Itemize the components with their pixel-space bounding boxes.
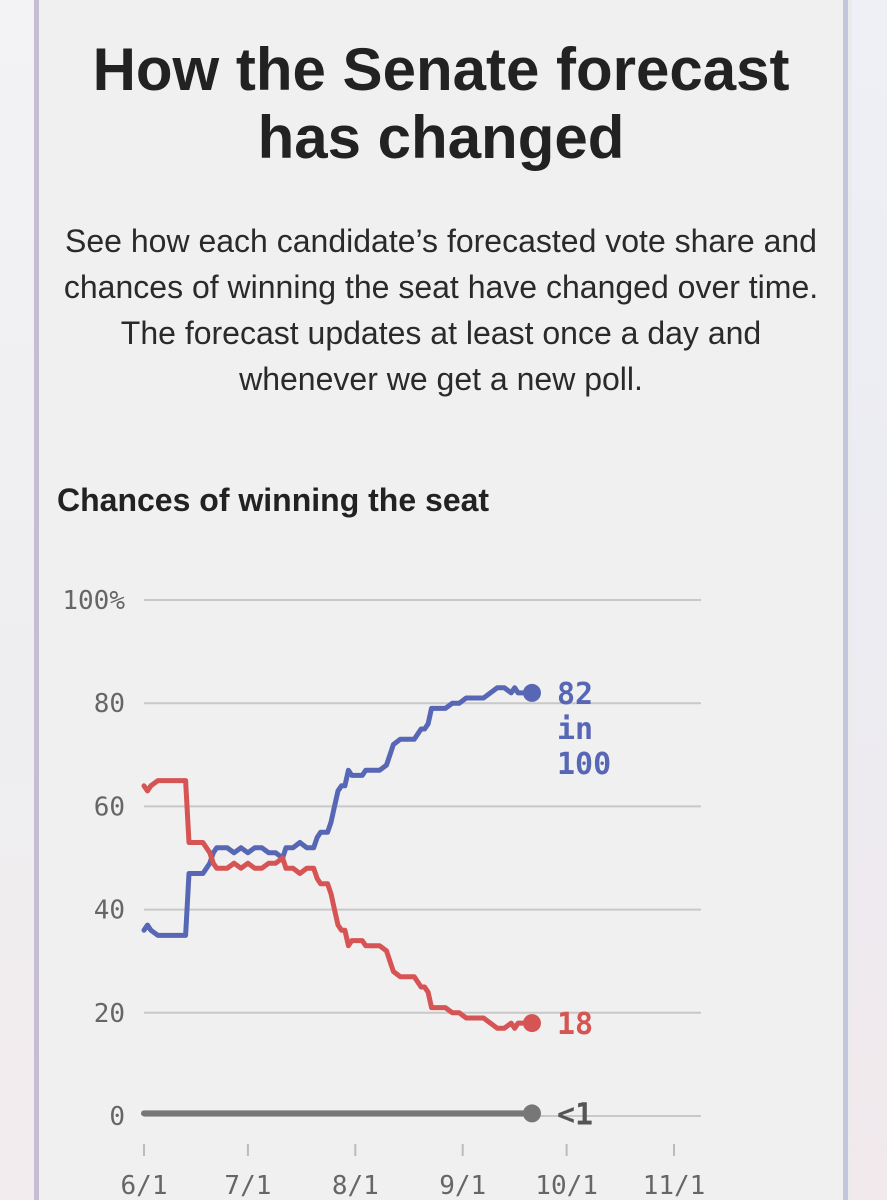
series-end-labels: 82 in 100 18 <1 xyxy=(557,677,611,1133)
x-tick-label-5: 11/1 xyxy=(643,1171,706,1200)
x-tick-label-3: 9/1 xyxy=(439,1171,486,1200)
x-tick-label-4: 10/1 xyxy=(535,1171,598,1200)
background-left xyxy=(0,0,34,1200)
third-party-end-dot xyxy=(522,1104,541,1123)
y-tick-label-80: 80 xyxy=(94,689,125,719)
y-axis-ticks: 0 20 40 60 80 100% xyxy=(62,586,125,1132)
y-tick-label-0: 0 xyxy=(109,1102,125,1132)
democrat-end-label-value: 82 xyxy=(557,677,593,712)
republican-end-label-value: 18 xyxy=(557,1007,593,1042)
y-tick-label-60: 60 xyxy=(94,792,125,822)
chart-title: Chances of winning the seat xyxy=(57,482,490,518)
y-tick-label-40: 40 xyxy=(94,896,125,926)
page-title: How the Senate forecast has changed xyxy=(92,36,790,171)
democrat-end-label-in: in xyxy=(557,712,593,747)
x-tick-label-2: 8/1 xyxy=(332,1171,379,1200)
x-tick-label-0: 6/1 xyxy=(121,1171,168,1200)
series-end-dots xyxy=(522,683,541,1123)
grid-lines xyxy=(144,599,701,1117)
x-axis-ticks: 6/1 7/1 8/1 9/1 10/1 11/1 xyxy=(121,1144,706,1200)
win-chance-chart: 0 20 40 60 80 100% 6/1 7/1 8/1 9/1 10/1 11/1 82 in… xyxy=(62,586,706,1200)
democrat-end-dot xyxy=(522,683,541,702)
page-subtitle: See how each candidate’s forecasted vote… xyxy=(63,223,819,397)
x-tick-label-1: 7/1 xyxy=(224,1171,271,1200)
republican-line xyxy=(141,778,535,1031)
republican-end-dot xyxy=(522,1014,541,1033)
forecast-card: How the Senate forecast has changed See … xyxy=(34,0,848,1200)
background-right xyxy=(852,0,887,1200)
third-party-end-label-value: <1 xyxy=(557,1097,593,1132)
y-tick-label-20: 20 xyxy=(94,999,125,1029)
democrat-end-label-100: 100 xyxy=(557,747,611,782)
democrat-line xyxy=(141,685,535,938)
y-tick-label-100: 100% xyxy=(62,586,125,616)
series-lines xyxy=(141,685,535,1117)
